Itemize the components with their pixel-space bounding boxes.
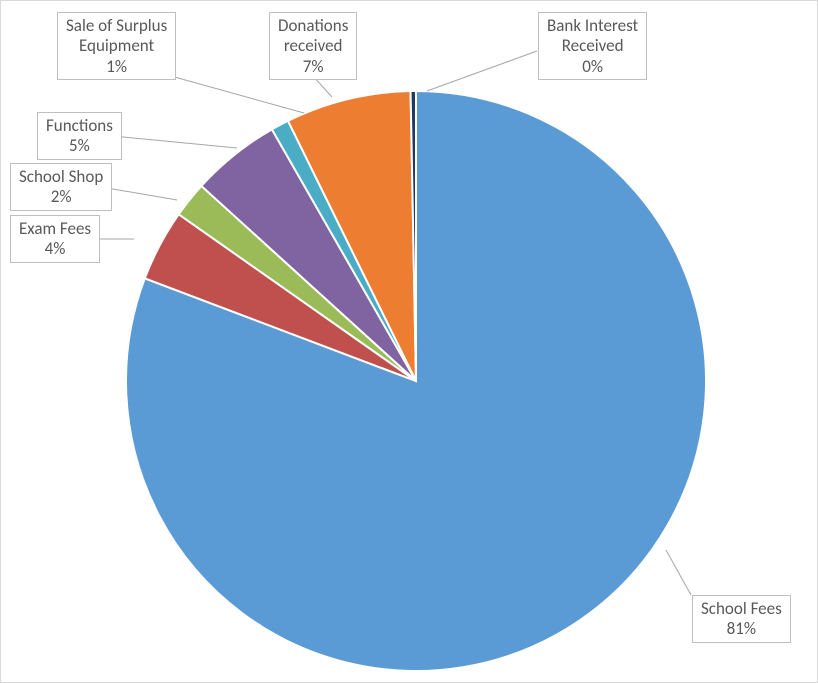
label-donations-line-1: received: [278, 36, 348, 56]
label-school-shop-line-1: 2%: [19, 187, 103, 207]
pie-chart: [1, 1, 818, 683]
label-bank-interest-line-1: Received: [547, 36, 638, 56]
label-exam-fees-line-0: Exam Fees: [19, 219, 91, 239]
label-functions: Functions5%: [37, 112, 122, 160]
pie-chart-container: School Fees81%Exam Fees4%School Shop2%Fu…: [0, 0, 818, 683]
label-exam-fees-line-1: 4%: [19, 239, 91, 259]
label-bank-interest: Bank InterestReceived0%: [538, 12, 647, 80]
label-bank-interest-line-0: Bank Interest: [547, 16, 638, 36]
label-functions-line-1: 5%: [46, 136, 113, 156]
label-sale-surplus: Sale of SurplusEquipment1%: [57, 12, 176, 80]
label-donations-line-2: 7%: [278, 57, 348, 77]
label-school-shop: School Shop2%: [10, 163, 112, 211]
label-sale-surplus-line-0: Sale of Surplus: [66, 16, 167, 36]
label-functions-line-0: Functions: [46, 116, 113, 136]
label-exam-fees: Exam Fees4%: [10, 215, 100, 263]
label-school-fees-line-1: 81%: [701, 619, 782, 639]
label-school-shop-line-0: School Shop: [19, 167, 103, 187]
label-sale-surplus-line-1: Equipment: [66, 36, 167, 56]
label-bank-interest-line-2: 0%: [547, 57, 638, 77]
label-donations: Donationsreceived7%: [269, 12, 357, 80]
label-sale-surplus-line-2: 1%: [66, 57, 167, 77]
label-school-fees-line-0: School Fees: [701, 599, 782, 619]
label-donations-line-0: Donations: [278, 16, 348, 36]
label-school-fees: School Fees81%: [692, 595, 791, 643]
